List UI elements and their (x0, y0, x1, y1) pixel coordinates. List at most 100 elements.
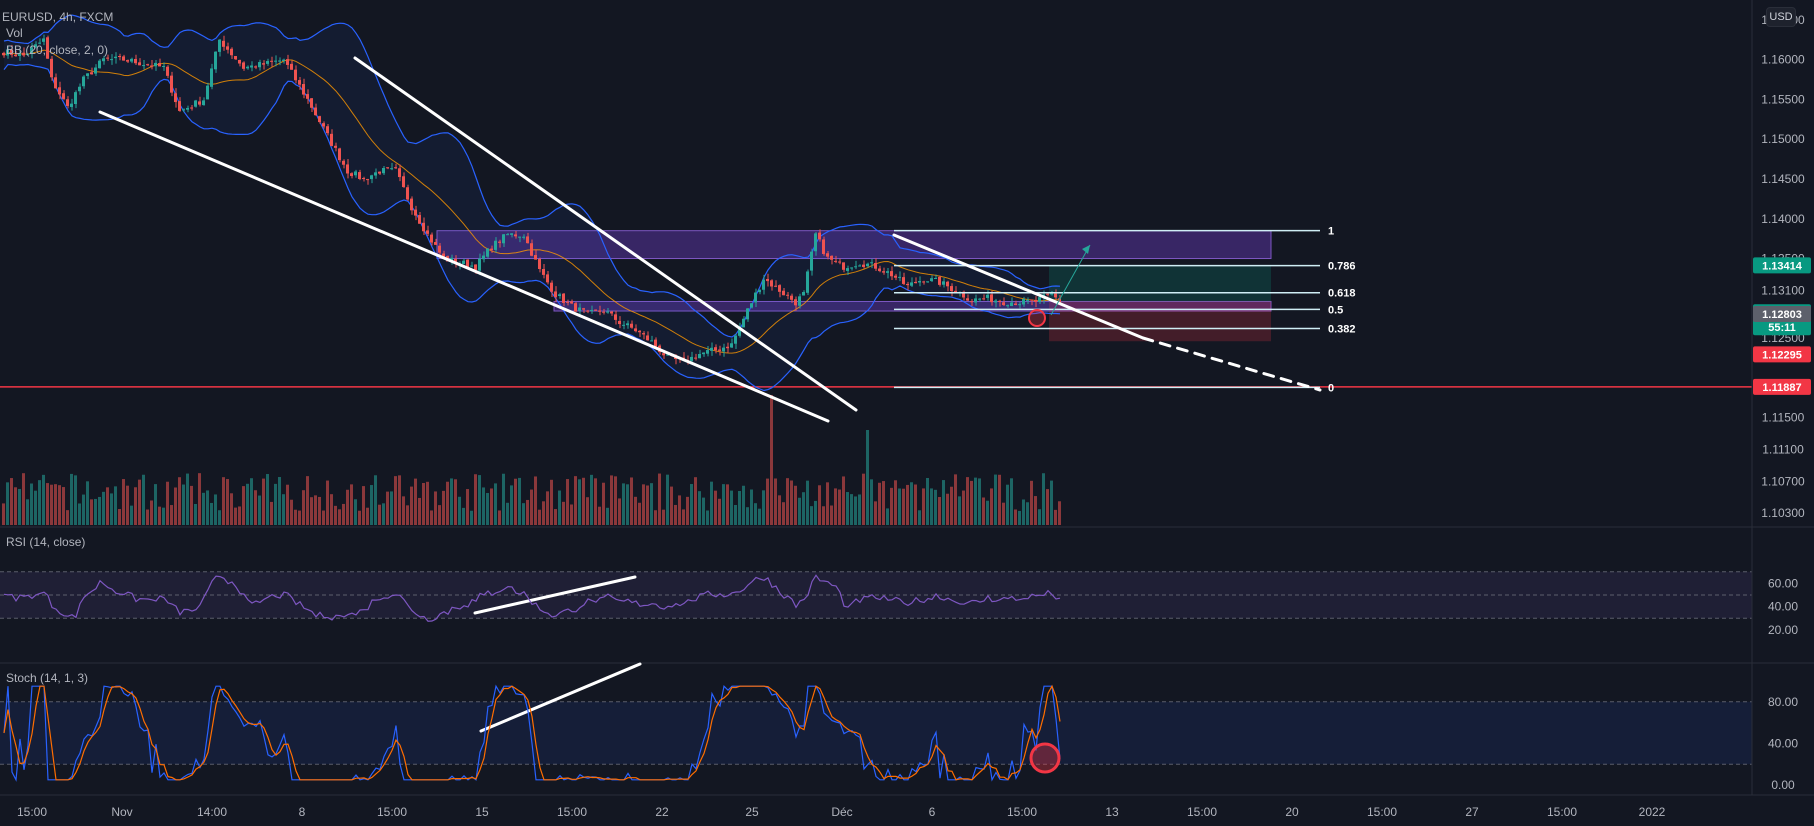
volume-bar (310, 497, 313, 525)
candle (174, 93, 177, 103)
candle (694, 357, 697, 359)
candle (1046, 293, 1049, 295)
volume-bar (670, 486, 673, 525)
volume-bar (426, 481, 429, 525)
currency-button[interactable]: USD (1766, 7, 1796, 27)
volume-bar (226, 479, 229, 525)
bb-fill (4, 15, 1060, 391)
candle (862, 264, 865, 268)
candle (986, 294, 989, 298)
candle (614, 314, 617, 320)
candle (130, 58, 133, 62)
candle (646, 335, 649, 341)
candle (946, 281, 949, 287)
volume-bar (510, 485, 513, 525)
candles[interactable] (2, 34, 1061, 365)
candle (998, 300, 1001, 303)
volume-bar (922, 488, 925, 525)
candle (2, 52, 5, 56)
time-axis[interactable]: 15:00 Nov 14:00 8 15:00 15 15:00 22 25 Déc 6 15:00 1… (17, 805, 1666, 819)
price-tick-label: 1.11100 (1762, 442, 1804, 456)
volume-bar (146, 509, 149, 525)
volume-bar (950, 486, 953, 525)
volume-bar (26, 499, 29, 525)
volume-bar (542, 501, 545, 525)
candle (594, 309, 597, 311)
volume-bar (326, 480, 329, 525)
volume-bar (230, 493, 233, 525)
volume-bar (590, 474, 593, 525)
candle (690, 356, 693, 361)
candle (26, 53, 29, 56)
volume-legend[interactable]: Vol (6, 26, 23, 40)
candle (910, 282, 913, 286)
volume-bar (766, 478, 769, 525)
price-tick-label: 1.16000 (1761, 53, 1805, 67)
volume-bar (94, 498, 97, 525)
candle (598, 310, 601, 312)
volume-bar (562, 501, 565, 525)
volume-bar (394, 476, 397, 525)
trendlines[interactable] (98, 56, 1322, 733)
volume-bar (698, 491, 701, 525)
bollinger-legend[interactable]: BB (20, close, 2, 0) (6, 43, 109, 57)
candle (190, 107, 193, 109)
breakout-arrow (1050, 244, 1091, 316)
volume-bar (1030, 480, 1033, 525)
candle (582, 308, 585, 310)
candle (738, 326, 741, 336)
volume-bar (518, 477, 521, 525)
candle (1034, 300, 1037, 302)
rsi-legend[interactable]: RSI (14, close) (6, 535, 86, 549)
stoch-legend[interactable]: Stoch (14, 1, 3) (6, 671, 89, 685)
volume-bar (250, 478, 253, 525)
candle (154, 62, 157, 67)
candle (386, 167, 389, 169)
candle (722, 347, 725, 352)
volume-bar (470, 510, 473, 525)
volume-bar (1058, 501, 1061, 525)
volume-bar (726, 484, 729, 525)
volume-bar (618, 498, 621, 525)
stoch-tick-label: 40.00 (1768, 736, 1798, 750)
candle (178, 101, 181, 111)
volume-bar (662, 509, 665, 525)
volume-bar (690, 484, 693, 525)
volume-bar (478, 475, 481, 525)
candle (850, 267, 853, 269)
time-tick-label: 14:00 (197, 805, 227, 819)
volume-bar (422, 483, 425, 525)
volume-bar (242, 486, 245, 525)
time-tick-label: 13 (1105, 805, 1119, 819)
symbol-legend[interactable]: EURUSD, 4h, FXCM (2, 10, 114, 24)
candle (830, 255, 833, 260)
volume-bar (1042, 473, 1045, 525)
volume-bar (118, 508, 121, 525)
candle (842, 262, 845, 270)
volume-bar (434, 491, 437, 525)
candle (922, 281, 925, 283)
candle (1026, 299, 1029, 301)
volume-bar (702, 497, 705, 525)
candle (558, 294, 561, 296)
volume-bar (546, 491, 549, 525)
candle (382, 168, 385, 174)
rsi-tick-label: 20.00 (1768, 623, 1798, 637)
candle (134, 58, 137, 64)
candle (146, 64, 149, 66)
candle (746, 308, 749, 320)
volume-bar (70, 473, 73, 525)
price-axis[interactable]: 1.165001.160001.155001.150001.145001.140… (1751, 0, 1811, 795)
time-tick-label: 25 (745, 805, 759, 819)
volume-bar (534, 476, 537, 525)
volume-bar (450, 478, 453, 525)
candle (866, 263, 869, 267)
volume-bar (138, 479, 141, 525)
candle (822, 239, 825, 254)
candle (662, 353, 665, 356)
price-highlight-circle (1028, 309, 1046, 327)
volume-bar (646, 485, 649, 525)
volume-bar (902, 488, 905, 525)
volume-bar (606, 507, 609, 525)
